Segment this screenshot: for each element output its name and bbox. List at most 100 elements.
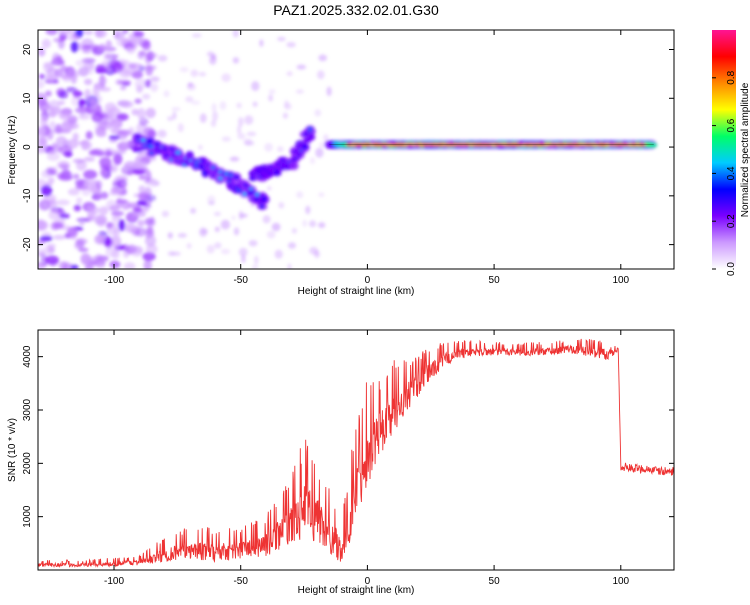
spectrogram-blob — [121, 69, 135, 76]
spectrogram-blob — [58, 145, 73, 156]
x-tick-label: -50 — [233, 275, 248, 286]
x-tick-label: 50 — [489, 576, 501, 587]
colorbar-tick-label: 0.2 — [726, 214, 737, 228]
spectrogram-blob — [259, 205, 265, 209]
spectrogram-blob — [145, 107, 156, 119]
x-tick-label: -50 — [233, 576, 248, 587]
spectrogram-blob — [126, 46, 136, 54]
spectrogram-blob — [99, 168, 108, 177]
spectrogram-blob — [314, 109, 322, 117]
spectrogram-blob — [286, 71, 293, 77]
spectrogram-blob — [190, 207, 197, 214]
spectrogram-blob — [259, 39, 264, 47]
spectrogram-blob — [113, 150, 126, 155]
spectrogram-blob — [38, 240, 46, 246]
spectrogram-blob — [84, 88, 91, 101]
spectrogram-blob — [72, 91, 84, 97]
spectrogram-blob — [236, 188, 242, 193]
spectrogram-blob — [209, 56, 217, 65]
spectrogram-blob — [97, 255, 109, 262]
spectrogram-blob — [305, 205, 311, 215]
spectrogram-blob — [150, 216, 155, 224]
colorbar-tick-label: 0.8 — [726, 70, 737, 84]
spectrogram-blob — [96, 261, 106, 269]
colorbar-label: Normalized spectral amplitude — [740, 82, 750, 217]
spectrogram-blob — [81, 140, 93, 150]
spectrogram-blob — [96, 132, 107, 138]
spectrogram-blob — [99, 76, 107, 85]
spectrogram-blob — [75, 106, 89, 114]
colorbar-tick-label: 0.6 — [726, 118, 737, 132]
spectrogram-blob — [104, 236, 113, 249]
spectrogram-blob — [92, 85, 100, 98]
spectrogram-blob — [219, 101, 227, 111]
snr-series-line — [38, 338, 674, 568]
spectrogram-blob — [80, 253, 91, 265]
spectrogram-blob — [45, 255, 60, 265]
x-tick-label: -100 — [104, 576, 124, 587]
spectrogram-blob — [307, 126, 313, 131]
spectrogram-blob — [67, 226, 78, 237]
spectrogram-blob — [135, 161, 148, 170]
spectrogram-blob — [296, 64, 307, 70]
spectrogram-blob — [172, 111, 177, 120]
y-tick-label: 2000 — [22, 452, 33, 475]
spectrogram-blob — [117, 190, 126, 196]
spectrogram-blob — [296, 191, 304, 199]
spectrogram-blob — [191, 33, 202, 38]
spectrogram-blob — [212, 111, 219, 122]
spectrogram-blob — [140, 138, 146, 142]
spectrogram-blob — [103, 52, 112, 61]
spectrogram-blob — [62, 261, 72, 269]
spectrogram-blob — [236, 102, 242, 109]
spectrogram-blob — [317, 70, 325, 80]
spectrogram-blob — [167, 116, 174, 121]
spectrogram-blob — [138, 50, 147, 56]
spectrogram-blob — [133, 30, 145, 38]
spectrogram-blob — [649, 142, 658, 148]
spectrogram-blob — [309, 157, 316, 165]
snr-xlabel: Height of straight line (km) — [298, 585, 415, 596]
spectrogram-blob — [318, 222, 326, 229]
spectrogram-blob — [309, 246, 319, 255]
spectrogram-blob — [126, 244, 137, 254]
spectrogram-blob — [252, 101, 258, 107]
snr-ylabel: SNR (10 * v/v) — [7, 418, 18, 482]
spectrogram-blob — [105, 149, 112, 158]
spectrogram-blob — [70, 264, 79, 269]
y-tick-label: 10 — [22, 92, 33, 104]
spectrogram-blob — [78, 221, 85, 226]
spectrogram-blob — [142, 93, 151, 100]
x-tick-label: 100 — [612, 275, 629, 286]
spectrogram-blob — [122, 140, 135, 147]
spectrogram-blobs — [38, 30, 658, 269]
spectrogram-blob — [199, 113, 207, 123]
spectrogram-blob — [52, 79, 59, 84]
spectrogram-blob — [288, 242, 296, 249]
spectrogram-blob — [78, 66, 89, 77]
spectrogram-blob — [58, 160, 71, 170]
spectrogram-blob — [308, 135, 314, 140]
spectrogram-blob — [117, 179, 127, 189]
spectrogram-blob — [137, 219, 145, 227]
spectrogram-blob — [233, 227, 240, 236]
spectrogram-blob — [67, 188, 80, 196]
spectrogram-blob — [67, 119, 77, 125]
spectrogram-blob — [95, 180, 103, 189]
spectrogram-blob — [38, 144, 47, 154]
spectrogram-blob — [45, 90, 52, 97]
spectrogram-blob — [286, 42, 296, 48]
spectrogram-blob — [232, 57, 240, 64]
spectrogram-blob — [108, 135, 121, 140]
spectrogram-blob — [200, 229, 208, 234]
spectrogram-blob — [262, 215, 271, 224]
spectrogram-blob — [177, 123, 184, 133]
spectrogram-blob — [99, 206, 109, 216]
spectrogram-blob — [144, 79, 152, 88]
spectrogram-blob — [88, 44, 100, 50]
spectrogram-blob — [113, 31, 125, 41]
spectrogram-blob — [49, 120, 56, 129]
spectrogram-blob — [58, 111, 71, 120]
spectrogram-blob — [54, 68, 64, 78]
